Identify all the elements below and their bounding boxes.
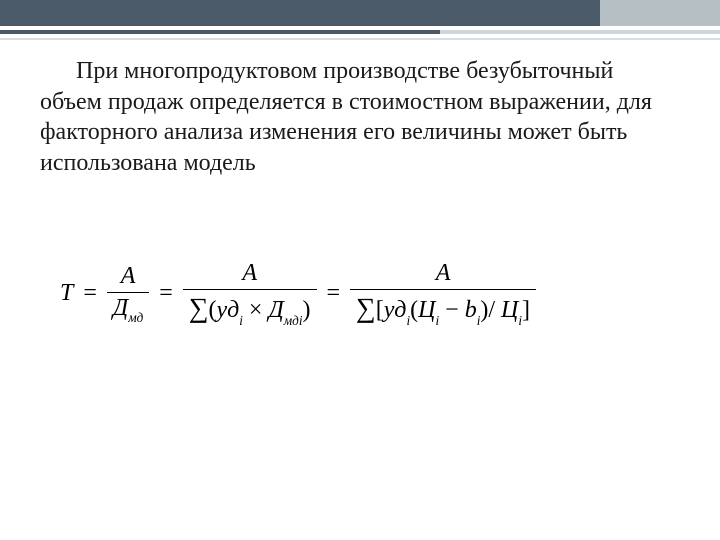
f2-close: ) bbox=[303, 297, 311, 323]
f3-minus: − bbox=[445, 297, 459, 323]
fraction-2-den: ∑(удi × Дмдi) bbox=[183, 289, 317, 327]
f3-C2i: i bbox=[518, 313, 522, 328]
fraction-1-den: Дмд bbox=[107, 292, 149, 325]
header-stripe-2 bbox=[0, 38, 720, 40]
fraction-3-den: ∑[удi(Цi − bi)/ Цi] bbox=[350, 289, 536, 327]
f3-bi: i bbox=[477, 313, 481, 328]
slide: При многопродуктовом производстве безубы… bbox=[0, 0, 720, 540]
f3-open: [ bbox=[376, 297, 384, 323]
f2-D-sub: мдi bbox=[284, 313, 303, 328]
fraction-2-num: A bbox=[183, 260, 317, 287]
f3-b: b bbox=[465, 297, 477, 323]
f1-den-var: Д bbox=[113, 295, 128, 321]
f3-slash: / bbox=[488, 297, 495, 323]
fraction-3-num: A bbox=[350, 260, 536, 287]
f3-paren-open: ( bbox=[410, 297, 418, 323]
header-stripe-1-fg bbox=[0, 30, 440, 34]
f3-ud-i: i bbox=[406, 313, 410, 328]
equals-1: = bbox=[83, 280, 97, 307]
f3-close: ] bbox=[522, 297, 530, 323]
formula-row: T = A Дмд = A ∑(удi × Дмдi) = A bbox=[55, 260, 675, 327]
fraction-1: A Дмд bbox=[107, 263, 149, 325]
f3-ud: уд bbox=[384, 297, 407, 323]
header-bar bbox=[0, 0, 720, 26]
fraction-1-num: A bbox=[107, 263, 149, 290]
paragraph-text: При многопродуктовом производстве безубы… bbox=[40, 58, 652, 176]
f2-ud-i: i bbox=[239, 313, 243, 328]
f1-den-sub: мд bbox=[128, 310, 143, 325]
fraction-2: A ∑(удi × Дмдi) bbox=[183, 260, 317, 327]
f2-sigma: ∑ bbox=[189, 292, 209, 323]
f3-sigma: ∑ bbox=[356, 292, 376, 323]
fraction-3: A ∑[удi(Цi − bi)/ Цi] bbox=[350, 260, 536, 327]
equals-2: = bbox=[159, 280, 173, 307]
equals-3: = bbox=[327, 280, 341, 307]
formula-lhs: T bbox=[60, 280, 73, 307]
f3-Ci: i bbox=[435, 313, 439, 328]
f3-C2: Ц bbox=[501, 297, 518, 323]
f3-C: Ц bbox=[418, 297, 435, 323]
header-bar-accent bbox=[600, 0, 720, 26]
f2-open: ( bbox=[209, 297, 217, 323]
f2-ud: уд bbox=[217, 297, 240, 323]
body-paragraph: При многопродуктовом производстве безубы… bbox=[40, 56, 660, 179]
f2-times: × bbox=[249, 297, 263, 323]
formula: T = A Дмд = A ∑(удi × Дмдi) = A bbox=[55, 260, 675, 380]
f2-D: Д bbox=[268, 297, 283, 323]
